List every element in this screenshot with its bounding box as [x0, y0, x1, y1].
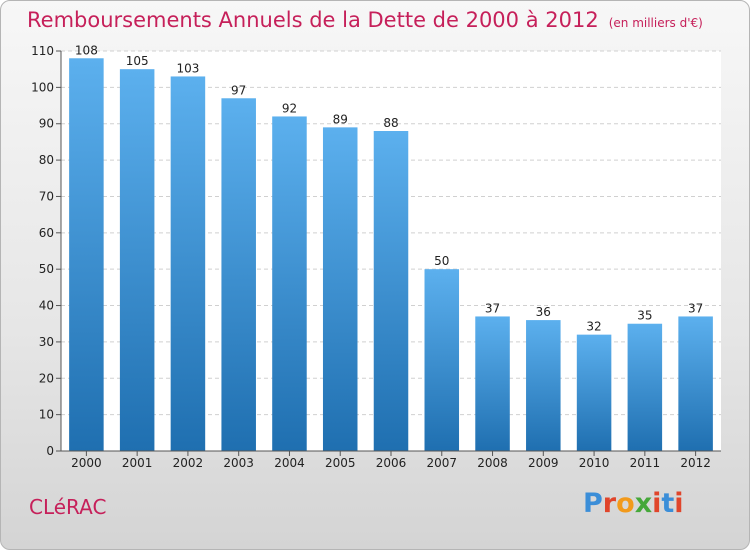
data-label: 37 — [688, 301, 703, 315]
chart-title: Remboursements Annuels de la Dette de 20… — [27, 8, 703, 32]
axes: 0 10 20 30 40 50 60 70 80 90 100 110 2000 2001 2002 200… — [31, 44, 721, 470]
bar — [119, 69, 155, 451]
y-tick-label: 40 — [39, 299, 54, 313]
x-tick-label: 2000 — [71, 456, 102, 470]
chart-title-text: Remboursements Annuels de la Dette de 20… — [27, 8, 599, 32]
x-tick-label: 2002 — [173, 456, 204, 470]
data-label: 32 — [586, 320, 601, 334]
x-tick-label: 2009 — [528, 456, 559, 470]
data-label: 105 — [126, 54, 149, 68]
bar — [221, 98, 256, 451]
y-tick-label: 100 — [31, 80, 54, 94]
logo-letter: x — [634, 488, 653, 519]
y-tick-label: 30 — [39, 335, 54, 349]
data-label: 35 — [637, 309, 652, 323]
x-tick-label: 2001 — [122, 456, 153, 470]
x-tick-label: 2006 — [376, 456, 407, 470]
y-tick-label: 60 — [39, 226, 54, 240]
y-tick-label: 0 — [46, 444, 54, 458]
data-labels: 108 105 103 97 92 89 88 50 37 36 32 35 37 — [75, 43, 703, 333]
x-tick-label: 2004 — [274, 456, 305, 470]
x-tick-label: 2007 — [426, 456, 457, 470]
bar — [69, 58, 104, 451]
y-tick-label: 20 — [39, 371, 54, 385]
y-tick-label: 50 — [39, 262, 54, 276]
bar — [322, 127, 358, 451]
data-label: 103 — [176, 61, 199, 75]
x-tick-label: 2003 — [223, 456, 254, 470]
bar — [576, 334, 612, 451]
bar — [170, 76, 206, 452]
data-label: 89 — [333, 112, 348, 126]
bar — [272, 116, 307, 452]
bar — [475, 316, 510, 451]
logo-letter: o — [616, 488, 635, 519]
commune-name: CLéRAC — [29, 495, 107, 519]
bar — [678, 316, 713, 451]
logo-letter: r — [602, 488, 617, 519]
data-label: 36 — [536, 305, 551, 319]
y-tick-label: 10 — [39, 408, 54, 422]
x-tick-label: 2010 — [579, 456, 610, 470]
bar — [627, 323, 663, 451]
logo-letter: i — [674, 488, 684, 519]
data-label: 50 — [434, 254, 449, 268]
y-tick-label: 70 — [39, 189, 54, 203]
bar — [424, 269, 460, 451]
chart-subtitle: (en milliers d'€) — [608, 16, 703, 30]
proxiti-logo: Proxiti — [583, 488, 684, 519]
logo-letter: i — [652, 488, 662, 519]
y-tick-label: 90 — [39, 117, 54, 131]
logo-letter: t — [661, 488, 675, 519]
data-label: 97 — [231, 83, 246, 97]
y-tick-label: 80 — [39, 153, 54, 167]
x-tick-label: 2005 — [325, 456, 356, 470]
bars — [69, 58, 713, 452]
bar — [526, 320, 561, 451]
bar — [373, 131, 409, 451]
logo-letter: P — [583, 488, 603, 519]
data-label: 108 — [75, 43, 98, 57]
data-label: 92 — [282, 101, 297, 115]
x-tick-label: 2008 — [477, 456, 508, 470]
y-tick-label: 110 — [31, 44, 54, 58]
x-tick-label: 2012 — [680, 456, 711, 470]
x-tick-label: 2011 — [630, 456, 661, 470]
data-label: 88 — [383, 116, 398, 130]
data-label: 37 — [485, 301, 500, 315]
